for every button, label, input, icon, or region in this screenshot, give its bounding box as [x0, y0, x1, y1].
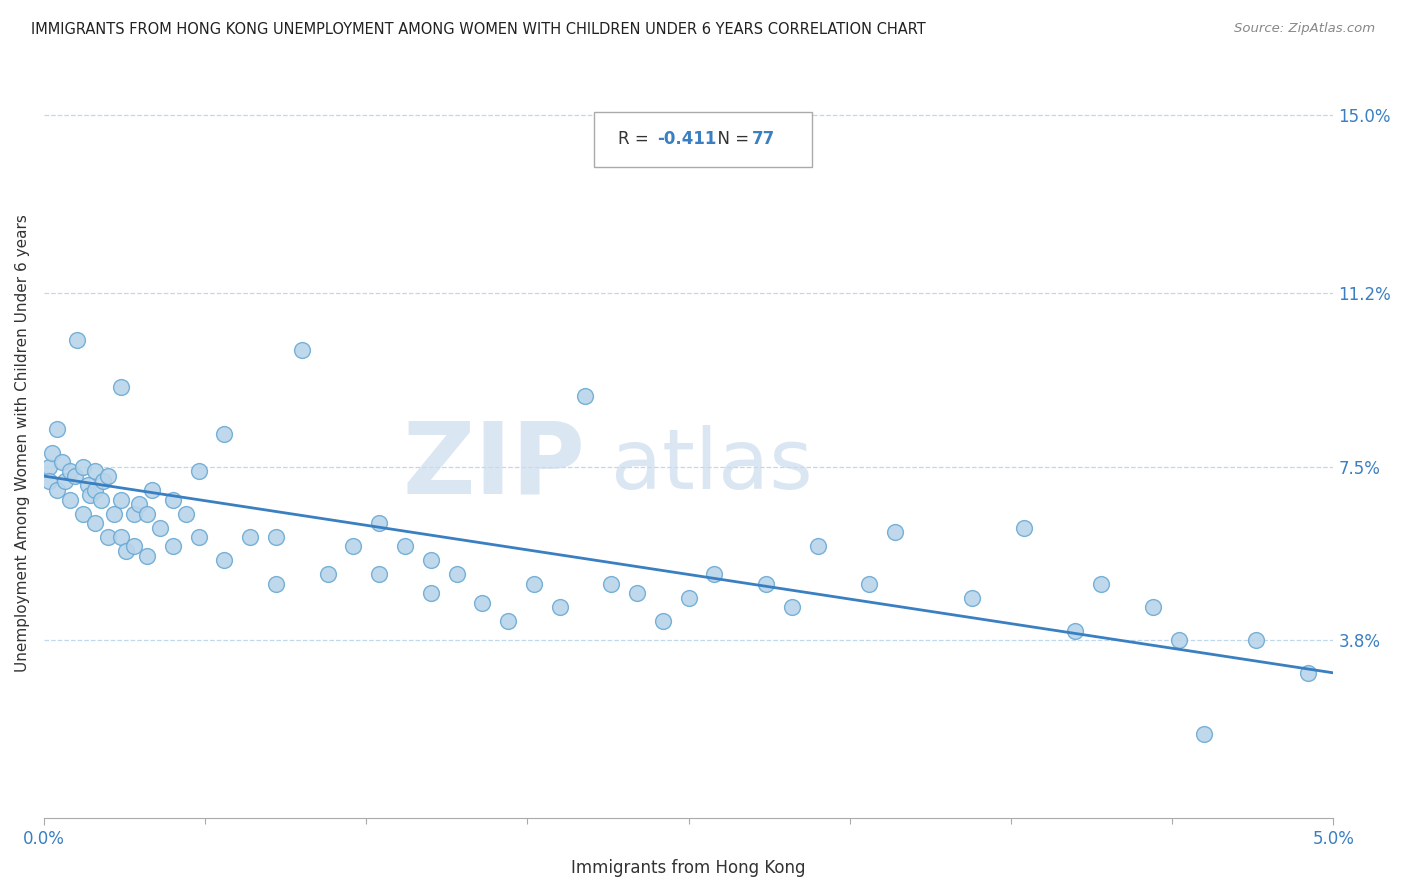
Point [342, 540, 364, 554]
Point [264, 577, 287, 591]
Point [780, 600, 803, 615]
Point [128, 497, 150, 511]
Point [97, 530, 120, 544]
Text: Source: ZipAtlas.com: Source: ZipAtlas.com [1234, 22, 1375, 36]
Point [548, 600, 571, 615]
Point [72, 507, 94, 521]
Point [45, 483, 67, 497]
Point [419, 586, 441, 600]
Point [1064, 624, 1087, 638]
Point [110, 530, 132, 544]
Point [103, 507, 125, 521]
Text: -0.411: -0.411 [657, 130, 717, 148]
Point [53, 474, 76, 488]
Point [84, 483, 107, 497]
Point [291, 343, 314, 357]
Point [446, 567, 468, 582]
Point [394, 540, 416, 554]
Point [316, 567, 339, 582]
Point [187, 464, 209, 478]
Point [962, 591, 984, 605]
Point [122, 540, 145, 554]
Text: IMMIGRANTS FROM HONG KONG UNEMPLOYMENT AMONG WOMEN WITH CHILDREN UNDER 6 YEARS C: IMMIGRANTS FROM HONG KONG UNEMPLOYMENT A… [31, 22, 925, 37]
Point [149, 521, 172, 535]
Text: 77: 77 [751, 130, 775, 148]
Point [63, 469, 86, 483]
Point [72, 459, 94, 474]
Point [45, 422, 67, 436]
Point [66, 333, 89, 347]
Point [806, 540, 828, 554]
Point [187, 530, 209, 544]
Point [214, 553, 236, 567]
Point [84, 516, 107, 530]
Point [1296, 665, 1319, 680]
Point [38, 474, 60, 488]
Point [1012, 521, 1035, 535]
Text: ZIP: ZIP [402, 417, 585, 515]
Point [884, 525, 907, 540]
Point [84, 464, 107, 478]
Point [214, 426, 236, 441]
Point [76, 478, 98, 492]
Point [162, 540, 184, 554]
Point [115, 544, 138, 558]
Point [91, 474, 114, 488]
Y-axis label: Unemployment Among Women with Children Under 6 years: Unemployment Among Women with Children U… [15, 214, 30, 673]
Point [368, 516, 391, 530]
Point [122, 507, 145, 521]
Point [755, 577, 778, 591]
Point [496, 615, 519, 629]
Point [600, 577, 623, 591]
Point [368, 567, 391, 582]
Point [141, 483, 163, 497]
Point [59, 464, 82, 478]
Point [162, 492, 184, 507]
Text: N =: N = [706, 130, 754, 148]
Point [136, 507, 159, 521]
Point [90, 492, 112, 507]
Point [678, 591, 700, 605]
Point [1090, 577, 1112, 591]
Point [1244, 633, 1267, 648]
Point [51, 455, 73, 469]
Point [174, 507, 197, 521]
Point [1167, 633, 1189, 648]
Point [419, 553, 441, 567]
Point [264, 530, 287, 544]
Point [703, 567, 725, 582]
Point [1142, 600, 1164, 615]
Point [38, 459, 60, 474]
Point [471, 596, 494, 610]
Point [59, 492, 82, 507]
Point [626, 586, 648, 600]
Point [1194, 727, 1216, 741]
Point [858, 577, 880, 591]
X-axis label: Immigrants from Hong Kong: Immigrants from Hong Kong [571, 859, 806, 877]
Text: R =: R = [619, 130, 654, 148]
Point [110, 380, 132, 394]
Point [136, 549, 159, 563]
Point [41, 445, 63, 459]
Point [651, 615, 673, 629]
Point [574, 389, 596, 403]
Point [239, 530, 262, 544]
Point [79, 488, 101, 502]
Point [97, 469, 120, 483]
Point [110, 492, 132, 507]
Text: atlas: atlas [612, 425, 813, 507]
Point [523, 577, 546, 591]
